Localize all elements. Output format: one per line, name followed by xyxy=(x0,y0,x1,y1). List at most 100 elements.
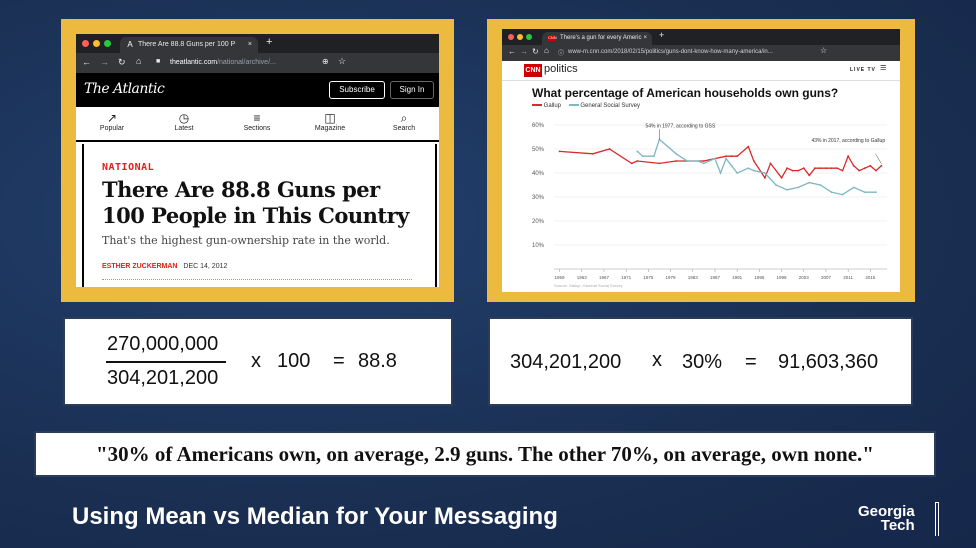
y-tick-label: 10% xyxy=(532,243,545,249)
nav-search[interactable]: ⌕ Search xyxy=(374,111,434,132)
nav-latest[interactable]: ◷ Latest xyxy=(154,111,214,132)
times-sign: x xyxy=(251,350,261,372)
browser-address-bar: ← → ↻ ⌂ ⓘ www-m.cnn.com/2018/02/15/polit… xyxy=(502,45,900,61)
data-point-gallup xyxy=(819,167,822,170)
y-tick-label: 20% xyxy=(532,219,545,225)
new-tab-icon[interactable]: + xyxy=(266,36,273,48)
search-icon: ⌕ xyxy=(400,111,408,125)
x-tick-label: 1999 xyxy=(777,275,788,280)
data-point-gss xyxy=(641,155,644,158)
nav-latest-label: Latest xyxy=(174,125,194,132)
reload-icon[interactable]: ↻ xyxy=(118,57,126,67)
bookmark-star-icon[interactable]: ☆ xyxy=(338,56,347,66)
chart-legend: Gallup General Social Survey xyxy=(532,103,640,109)
data-point-gallup xyxy=(852,164,855,167)
minimize-window-icon[interactable] xyxy=(93,40,100,47)
x-tick-label: 1959 xyxy=(555,275,566,280)
legend-gss-label: General Social Survey xyxy=(580,103,641,109)
live-tv-link[interactable]: LIVE TV xyxy=(850,67,876,73)
data-point-gss xyxy=(830,191,833,194)
x-tick-label: 1983 xyxy=(688,275,699,280)
chart-title: What percentage of American households o… xyxy=(532,86,839,100)
data-point-gallup xyxy=(863,167,866,170)
annotation-gss: 54% in 1977, according to GSS xyxy=(645,123,715,129)
article-section-label[interactable]: NATIONAL xyxy=(102,162,155,173)
cnn-screenshot-card: CNN There's a gun for every Americ × + ←… xyxy=(487,19,915,302)
subscribe-button[interactable]: Subscribe xyxy=(329,81,385,99)
data-point-gss xyxy=(702,162,705,165)
maximize-window-icon[interactable] xyxy=(104,40,111,47)
browser-tab[interactable]: A There Are 88.8 Guns per 100 P × xyxy=(120,37,258,53)
forward-icon[interactable]: → xyxy=(520,47,528,56)
equals-sign: = xyxy=(333,350,345,372)
back-icon[interactable]: ← xyxy=(82,57,91,67)
minimize-window-icon[interactable] xyxy=(517,34,523,40)
nav-sections[interactable]: ≡ Sections xyxy=(227,111,287,132)
sign-in-button[interactable]: Sign In xyxy=(390,81,434,99)
x-tick-label: 2007 xyxy=(821,275,832,280)
nav-sections-label: Sections xyxy=(243,125,271,132)
logo-line-2: Tech xyxy=(880,517,915,534)
close-tab-icon[interactable]: × xyxy=(247,41,252,48)
cnn-section-name[interactable]: politics xyxy=(544,63,578,75)
data-point-gss xyxy=(819,184,822,186)
formula-box-guns-per-100: 270,000,000 304,201,200 x 100 = 88.8 xyxy=(63,317,453,406)
info-icon[interactable]: ⓘ xyxy=(558,51,565,57)
share-icon[interactable]: ⊕ xyxy=(322,57,329,66)
data-point-gallup xyxy=(591,152,594,155)
annotation-gallup-leader xyxy=(875,153,882,164)
article-right-rule xyxy=(435,144,437,287)
cnn-logo[interactable]: CNN xyxy=(524,64,542,77)
back-icon[interactable]: ← xyxy=(508,47,516,56)
data-point-gallup xyxy=(841,169,844,172)
close-tab-icon[interactable]: × xyxy=(643,35,647,41)
article-author[interactable]: ESTHER ZUCKERMAN xyxy=(102,263,178,270)
browser-address-bar: ← → ↻ ⌂ ■ theatlantic.com/national/archi… xyxy=(76,53,439,73)
cnn-header: CNN politics LIVE TV ≡ xyxy=(502,61,900,81)
nav-popular[interactable]: ↗ Popular xyxy=(82,111,142,132)
data-point-gallup xyxy=(675,160,677,162)
data-point-gss xyxy=(852,186,855,189)
bookmark-star-icon[interactable]: ☆ xyxy=(820,46,828,55)
x-tick-label: 1975 xyxy=(643,275,654,280)
reload-icon[interactable]: ↻ xyxy=(532,47,539,56)
data-point-gallup xyxy=(847,155,850,158)
maximize-window-icon[interactable] xyxy=(526,34,532,40)
data-point-gallup xyxy=(658,162,661,165)
formula-population: 304,201,200 xyxy=(510,351,622,373)
data-point-gallup xyxy=(858,169,861,172)
data-point-gallup xyxy=(880,164,883,167)
atlantic-logo[interactable]: The Atlantic xyxy=(84,81,165,97)
data-point-gss xyxy=(714,157,716,160)
browser-tab[interactable]: CNN There's a gun for every Americ × xyxy=(542,32,652,45)
url-field[interactable]: www-m.cnn.com/2018/02/15/politics/guns-d… xyxy=(568,49,773,55)
data-point-gss xyxy=(808,181,811,184)
home-icon[interactable]: ⌂ xyxy=(544,46,549,55)
data-point-gallup xyxy=(769,162,772,165)
data-point-gss xyxy=(658,138,661,141)
home-icon[interactable]: ⌂ xyxy=(136,56,142,66)
annotation-gallup: 43% in 2017, according to Gallup xyxy=(811,138,885,144)
data-point-gss xyxy=(697,160,700,162)
formula-numerator: 270,000,000 xyxy=(107,333,219,355)
forward-icon[interactable]: → xyxy=(100,57,109,67)
nav-magazine-label: Magazine xyxy=(314,125,346,132)
new-tab-icon[interactable]: + xyxy=(659,30,665,40)
legend-gallup-swatch xyxy=(532,104,542,107)
atlantic-header: The Atlantic Subscribe Sign In xyxy=(76,73,439,107)
georgia-tech-logo: Georgia Tech xyxy=(858,504,915,534)
close-window-icon[interactable] xyxy=(82,40,89,47)
formula-denominator: 304,201,200 xyxy=(107,367,219,389)
data-point-gss xyxy=(636,150,639,153)
atlantic-favicon-icon: A xyxy=(127,40,133,49)
data-point-gss xyxy=(747,167,750,170)
data-point-gallup xyxy=(797,169,800,172)
close-window-icon[interactable] xyxy=(508,34,514,40)
article-subhead: That's the highest gun-ownership rate in… xyxy=(102,234,390,247)
data-point-gallup xyxy=(875,169,877,172)
nav-magazine[interactable]: ◫ Magazine xyxy=(300,111,360,132)
data-point-gallup xyxy=(808,174,811,177)
hamburger-menu-icon[interactable]: ≡ xyxy=(880,62,887,74)
x-tick-label: 1995 xyxy=(754,275,765,280)
url-field[interactable]: theatlantic.com/national/archive/... xyxy=(170,59,276,66)
